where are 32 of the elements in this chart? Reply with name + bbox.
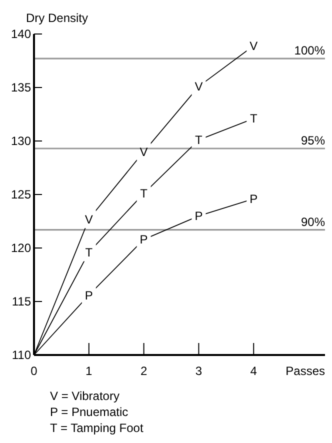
text: T = Tamping Foot bbox=[50, 421, 144, 435]
y-tick-label: 120 bbox=[10, 241, 32, 256]
text: P bbox=[194, 209, 203, 224]
series-label: P bbox=[84, 288, 93, 302]
series-label: V bbox=[84, 212, 93, 226]
y-tick-label: 130 bbox=[10, 134, 32, 148]
x-tick-label: 2 bbox=[140, 364, 148, 378]
y-tick-label: 115 bbox=[12, 294, 32, 309]
annotation: 95% bbox=[300, 133, 326, 148]
x-tick-label: 4 bbox=[250, 364, 258, 378]
text: V bbox=[140, 144, 148, 159]
y-tick-label: 125 bbox=[10, 188, 32, 202]
text: P bbox=[140, 232, 148, 247]
text: V = Vibratory bbox=[50, 389, 120, 403]
y-tick-label: 110 bbox=[12, 348, 32, 362]
text: V bbox=[194, 80, 203, 94]
text: V bbox=[250, 38, 258, 53]
x-tick-label: 1 bbox=[86, 364, 93, 378]
x-axis-title: Passes bbox=[286, 364, 325, 378]
x-tick-label: 0 bbox=[30, 364, 38, 378]
series-label: T bbox=[85, 245, 94, 260]
annotation: 100% bbox=[294, 44, 326, 58]
text: T bbox=[250, 112, 258, 126]
y-axis-title: Dry Density bbox=[26, 11, 88, 25]
x-tick-label: 3 bbox=[195, 364, 202, 378]
text: T bbox=[195, 133, 202, 148]
annotation: 90% bbox=[300, 214, 326, 229]
text: P = Pnuematic bbox=[50, 405, 128, 419]
text: P bbox=[250, 192, 258, 206]
text: T bbox=[140, 186, 148, 201]
y-tick-label: 140 bbox=[10, 27, 32, 42]
y-tick-label: 135 bbox=[10, 80, 32, 95]
